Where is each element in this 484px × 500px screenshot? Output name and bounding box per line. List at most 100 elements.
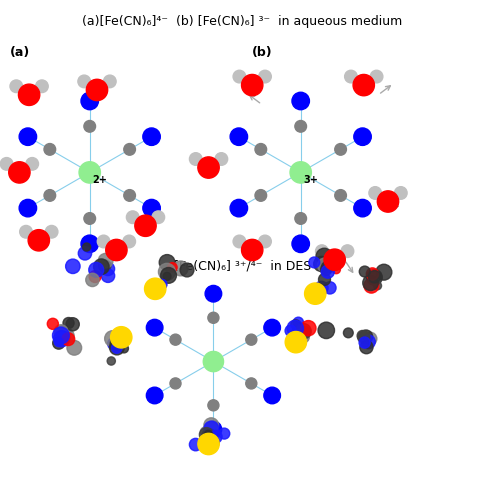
Circle shape: [84, 212, 95, 224]
Circle shape: [157, 280, 166, 289]
Circle shape: [122, 235, 135, 248]
Circle shape: [314, 281, 327, 294]
Circle shape: [323, 249, 345, 270]
Circle shape: [203, 352, 223, 372]
Circle shape: [285, 325, 296, 336]
Circle shape: [208, 400, 218, 411]
Circle shape: [352, 74, 374, 96]
Circle shape: [189, 152, 202, 166]
Circle shape: [365, 268, 378, 280]
Circle shape: [334, 144, 346, 155]
Circle shape: [78, 246, 91, 260]
Circle shape: [208, 312, 218, 324]
Circle shape: [203, 433, 214, 444]
Circle shape: [144, 278, 166, 299]
Circle shape: [204, 430, 212, 438]
Circle shape: [359, 266, 369, 277]
Circle shape: [363, 332, 376, 345]
Circle shape: [54, 338, 63, 346]
Circle shape: [18, 84, 40, 106]
Circle shape: [47, 318, 58, 330]
Circle shape: [103, 75, 116, 88]
Circle shape: [377, 191, 398, 212]
Circle shape: [202, 428, 215, 442]
Circle shape: [97, 235, 110, 248]
Circle shape: [135, 215, 156, 236]
Circle shape: [320, 264, 331, 276]
Circle shape: [105, 330, 120, 346]
Circle shape: [353, 200, 371, 217]
Circle shape: [300, 320, 316, 336]
Circle shape: [110, 337, 123, 350]
Circle shape: [101, 262, 114, 276]
Circle shape: [203, 418, 218, 432]
Circle shape: [146, 320, 163, 336]
Circle shape: [54, 324, 68, 338]
Circle shape: [366, 270, 381, 285]
Circle shape: [101, 269, 114, 282]
Circle shape: [202, 434, 219, 450]
Circle shape: [375, 264, 391, 280]
Circle shape: [146, 387, 163, 404]
Circle shape: [205, 421, 221, 438]
Circle shape: [292, 328, 304, 340]
Circle shape: [218, 428, 229, 439]
Text: (b): (b): [252, 46, 272, 60]
Circle shape: [163, 272, 171, 280]
Circle shape: [289, 162, 311, 183]
Circle shape: [126, 211, 139, 224]
Circle shape: [167, 262, 177, 272]
Circle shape: [205, 286, 221, 302]
Circle shape: [285, 332, 306, 353]
Text: [Fe(CN)₆] ³⁺/⁴⁻  in DES: [Fe(CN)₆] ³⁺/⁴⁻ in DES: [174, 260, 310, 272]
Circle shape: [209, 430, 222, 443]
Circle shape: [299, 327, 309, 338]
Circle shape: [45, 226, 58, 238]
Circle shape: [63, 318, 74, 328]
Circle shape: [109, 250, 120, 260]
Circle shape: [123, 144, 135, 155]
Circle shape: [255, 144, 266, 155]
Circle shape: [98, 260, 111, 272]
Circle shape: [197, 434, 219, 454]
Circle shape: [123, 190, 135, 202]
Circle shape: [44, 190, 56, 202]
Circle shape: [200, 427, 210, 437]
Circle shape: [293, 317, 303, 328]
Circle shape: [320, 265, 333, 278]
Circle shape: [120, 344, 128, 353]
Circle shape: [291, 92, 309, 110]
Circle shape: [313, 256, 328, 272]
Circle shape: [315, 248, 332, 265]
Circle shape: [245, 378, 257, 389]
Circle shape: [357, 331, 369, 343]
Circle shape: [344, 70, 357, 83]
Circle shape: [93, 259, 109, 274]
Circle shape: [67, 340, 81, 355]
Circle shape: [89, 270, 101, 282]
Circle shape: [58, 328, 74, 344]
Circle shape: [315, 245, 328, 258]
Circle shape: [180, 263, 194, 277]
Circle shape: [53, 330, 70, 347]
Circle shape: [204, 421, 218, 436]
Circle shape: [258, 70, 271, 83]
Circle shape: [111, 342, 122, 353]
Circle shape: [169, 378, 181, 389]
Circle shape: [65, 259, 80, 274]
Circle shape: [361, 335, 375, 348]
Circle shape: [84, 120, 95, 132]
Circle shape: [359, 340, 372, 353]
Circle shape: [368, 186, 381, 200]
Circle shape: [53, 337, 65, 349]
Circle shape: [56, 326, 71, 340]
Circle shape: [263, 320, 280, 336]
Circle shape: [359, 330, 372, 344]
Circle shape: [362, 275, 378, 290]
Circle shape: [294, 212, 306, 224]
Text: (a)[Fe(CN)₆]⁴⁻  (b) [Fe(CN)₆] ³⁻  in aqueous medium: (a)[Fe(CN)₆]⁴⁻ (b) [Fe(CN)₆] ³⁻ in aqueo…: [82, 15, 402, 28]
Circle shape: [197, 157, 219, 178]
Circle shape: [245, 334, 257, 345]
Circle shape: [353, 128, 371, 146]
Circle shape: [298, 326, 310, 338]
